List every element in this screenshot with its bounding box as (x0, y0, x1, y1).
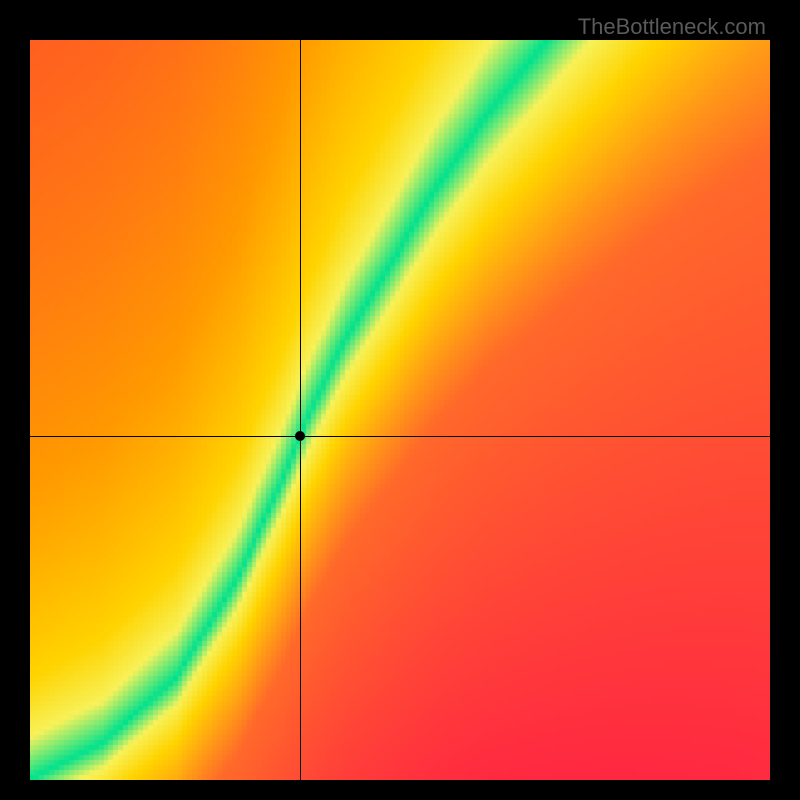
crosshair-vertical (300, 40, 301, 780)
watermark-text: TheBottleneck.com (578, 14, 766, 40)
bottleneck-heatmap (30, 40, 770, 780)
crosshair-horizontal (30, 436, 770, 437)
selection-marker (295, 431, 305, 441)
